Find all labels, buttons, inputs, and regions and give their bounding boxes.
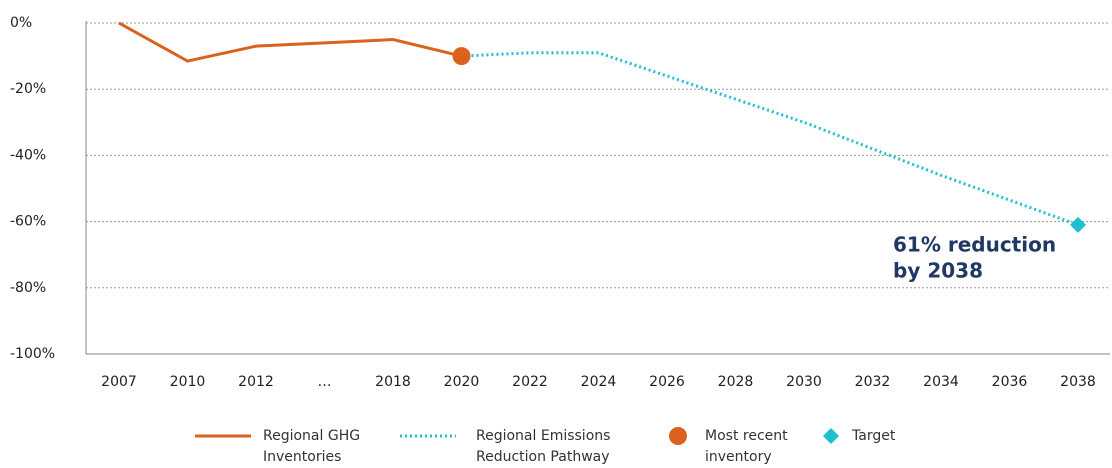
x-tick-label: 2028 <box>718 374 754 390</box>
x-tick-label: 2010 <box>170 374 206 390</box>
x-tick-label: 2007 <box>101 374 137 390</box>
x-tick-label: 2032 <box>855 374 891 390</box>
x-tick-label: 2020 <box>444 374 480 390</box>
x-tick-label: 2018 <box>375 374 411 390</box>
x-tick-label: 2024 <box>581 374 617 390</box>
legend-swatch <box>823 428 839 444</box>
line-series <box>461 51 1079 227</box>
legend-label: Most recent inventory <box>705 428 788 465</box>
marker-diamond <box>1070 216 1086 233</box>
x-tick-label: 2012 <box>238 374 274 390</box>
x-tick-label: 2026 <box>649 374 685 390</box>
x-tick-label: 2030 <box>786 374 822 390</box>
x-tick-label: 2034 <box>923 374 959 390</box>
y-tick-label: -60% <box>10 214 46 230</box>
y-tick-label: -80% <box>10 280 46 296</box>
legend-label: Regional GHG Inventories <box>263 428 361 465</box>
y-tick-label: -40% <box>10 147 46 163</box>
annotation: 61% reduction <box>893 233 1056 257</box>
x-tick-label: 2036 <box>992 374 1028 390</box>
legend-label: Target <box>852 428 896 444</box>
line-series <box>118 21 462 63</box>
y-tick-label: -100% <box>10 346 55 362</box>
x-tick-label: 2022 <box>512 374 548 390</box>
chart: 0% -20% -40% -60% -80% -100% 2007 2010 2012 … 2018… <box>10 15 1110 390</box>
annotation: by 2038 <box>893 259 983 283</box>
legend-swatch <box>669 427 687 445</box>
y-tick-label: -20% <box>10 81 46 97</box>
x-tick-label: 2038 <box>1060 374 1096 390</box>
y-tick-label: 0% <box>10 15 32 31</box>
legend <box>195 427 839 445</box>
legend-label: Regional Emissions Reduction Pathway <box>476 428 611 465</box>
x-tick-label: … <box>318 374 332 390</box>
marker-circle <box>452 47 471 66</box>
